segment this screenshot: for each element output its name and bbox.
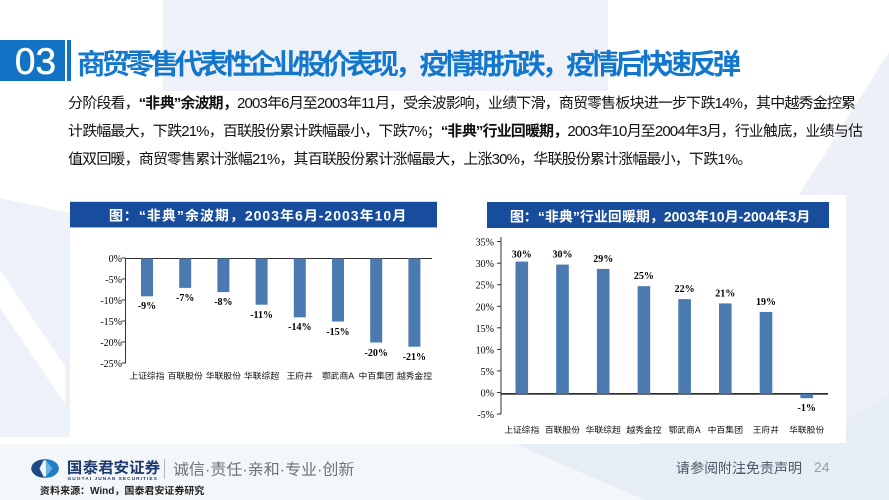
- svg-text:华联股份: 华联股份: [789, 425, 824, 435]
- svg-text:0%: 0%: [481, 389, 494, 400]
- svg-text:华联股份: 华联股份: [206, 371, 241, 381]
- svg-text:30%: 30%: [476, 259, 494, 270]
- svg-text:29%: 29%: [593, 254, 613, 265]
- svg-text:鄂武商A: 鄂武商A: [668, 425, 700, 435]
- svg-text:0%: 0%: [109, 254, 122, 265]
- svg-text:5%: 5%: [481, 367, 494, 378]
- svg-text:-10%: -10%: [100, 296, 122, 307]
- svg-text:中百集团: 中百集团: [359, 371, 394, 381]
- svg-text:30%: 30%: [553, 250, 573, 261]
- svg-text:-7%: -7%: [176, 293, 194, 304]
- svg-text:-21%: -21%: [403, 352, 426, 363]
- svg-text:越秀金控: 越秀金控: [397, 371, 432, 381]
- svg-text:10%: 10%: [476, 345, 494, 356]
- svg-text:华联综超: 华联综超: [586, 425, 621, 435]
- svg-text:-5%: -5%: [477, 410, 494, 421]
- svg-text:图：“非典”余波期，2003年6月-2003年10月: 图：“非典”余波期，2003年6月-2003年10月: [109, 208, 407, 224]
- svg-text:22%: 22%: [675, 284, 695, 295]
- svg-text:-25%: -25%: [100, 359, 122, 370]
- svg-text:百联股份: 百联股份: [168, 371, 203, 381]
- svg-text:-20%: -20%: [365, 348, 388, 359]
- svg-text:35%: 35%: [476, 238, 494, 249]
- svg-text:-5%: -5%: [105, 275, 122, 286]
- svg-text:-14%: -14%: [288, 322, 311, 333]
- svg-text:王府井: 王府井: [287, 371, 313, 381]
- svg-text:20%: 20%: [476, 302, 494, 313]
- svg-text:30%: 30%: [512, 250, 532, 261]
- svg-text:中百集团: 中百集团: [708, 425, 743, 435]
- svg-text:15%: 15%: [476, 324, 494, 335]
- svg-text:上证综指: 上证综指: [504, 425, 539, 435]
- svg-text:-1%: -1%: [798, 403, 816, 414]
- svg-text:-20%: -20%: [100, 338, 122, 349]
- svg-text:-15%: -15%: [326, 327, 349, 338]
- svg-text:-15%: -15%: [100, 317, 122, 328]
- svg-text:25%: 25%: [634, 271, 654, 282]
- svg-text:越秀金控: 越秀金控: [626, 425, 661, 435]
- svg-text:25%: 25%: [476, 281, 494, 292]
- svg-text:19%: 19%: [756, 297, 776, 308]
- svg-text:21%: 21%: [715, 288, 735, 299]
- svg-text:上证综指: 上证综指: [129, 371, 164, 381]
- svg-text:图：“非典”行业回暖期，2003年10月-2004年3月: 图：“非典”行业回暖期，2003年10月-2004年3月: [510, 209, 810, 225]
- svg-text:百联股份: 百联股份: [545, 425, 580, 435]
- svg-text:-9%: -9%: [138, 301, 156, 312]
- svg-text:华联综超: 华联综超: [244, 371, 279, 381]
- svg-text:-11%: -11%: [250, 310, 273, 321]
- svg-text:-8%: -8%: [214, 297, 232, 308]
- svg-text:鄂武商A: 鄂武商A: [322, 371, 354, 381]
- svg-text:王府井: 王府井: [753, 425, 779, 435]
